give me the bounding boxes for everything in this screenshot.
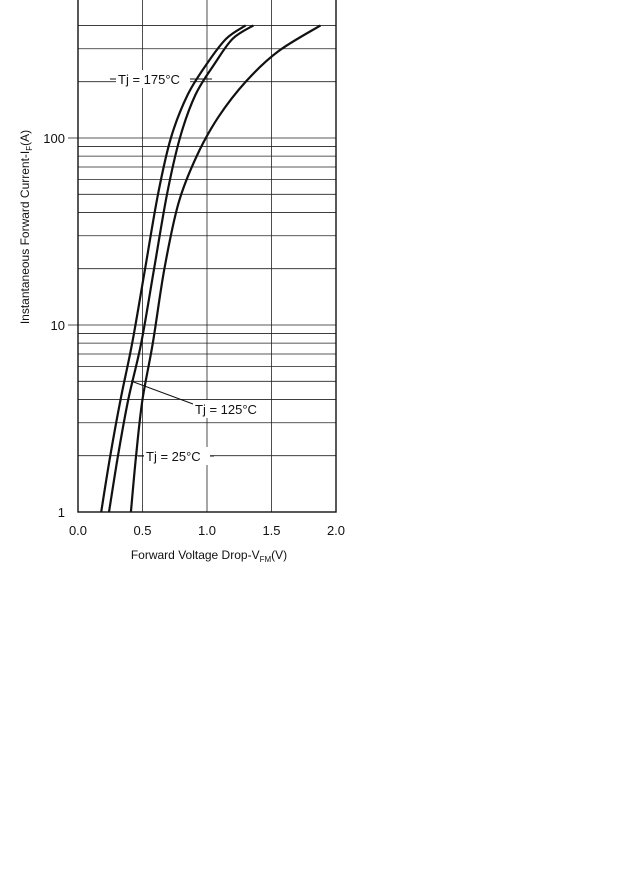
x-tick-label: 0.5	[133, 523, 151, 538]
x-tick-label: 1.5	[262, 523, 280, 538]
x-tick-label: 2.0	[327, 523, 345, 538]
x-axis-label: Forward Voltage Drop-VFM(V)	[131, 548, 287, 564]
plot-frame	[77, 0, 337, 513]
annot-25-bg	[144, 447, 210, 465]
annot-tj-175: Tj = 175°C	[118, 72, 180, 87]
annot-175-bg	[116, 70, 190, 88]
annot-tj-25: Tj = 25°C	[146, 449, 201, 464]
curves	[100, 24, 322, 513]
x-tick-labels: 0.0 0.5 1.0 1.5 2.0	[69, 523, 345, 538]
y-tick-label: 100	[43, 131, 65, 146]
annot-125-bg	[193, 400, 271, 418]
grid	[68, 0, 337, 513]
y-tick-labels: 1 10 100	[43, 131, 65, 520]
series-line-0	[100, 24, 247, 513]
x-tick-label: 0.0	[69, 523, 87, 538]
series-line-1	[107, 24, 254, 513]
series-line-2	[129, 24, 322, 513]
y-tick-label: 1	[58, 505, 65, 520]
annot-tj-125: Tj = 125°C	[195, 402, 257, 417]
y-tick-label: 10	[51, 318, 65, 333]
leader-125	[130, 380, 194, 405]
x-tick-label: 1.0	[198, 523, 216, 538]
y-axis-label: Instantaneous Forward Current-IF(A)	[18, 130, 34, 324]
